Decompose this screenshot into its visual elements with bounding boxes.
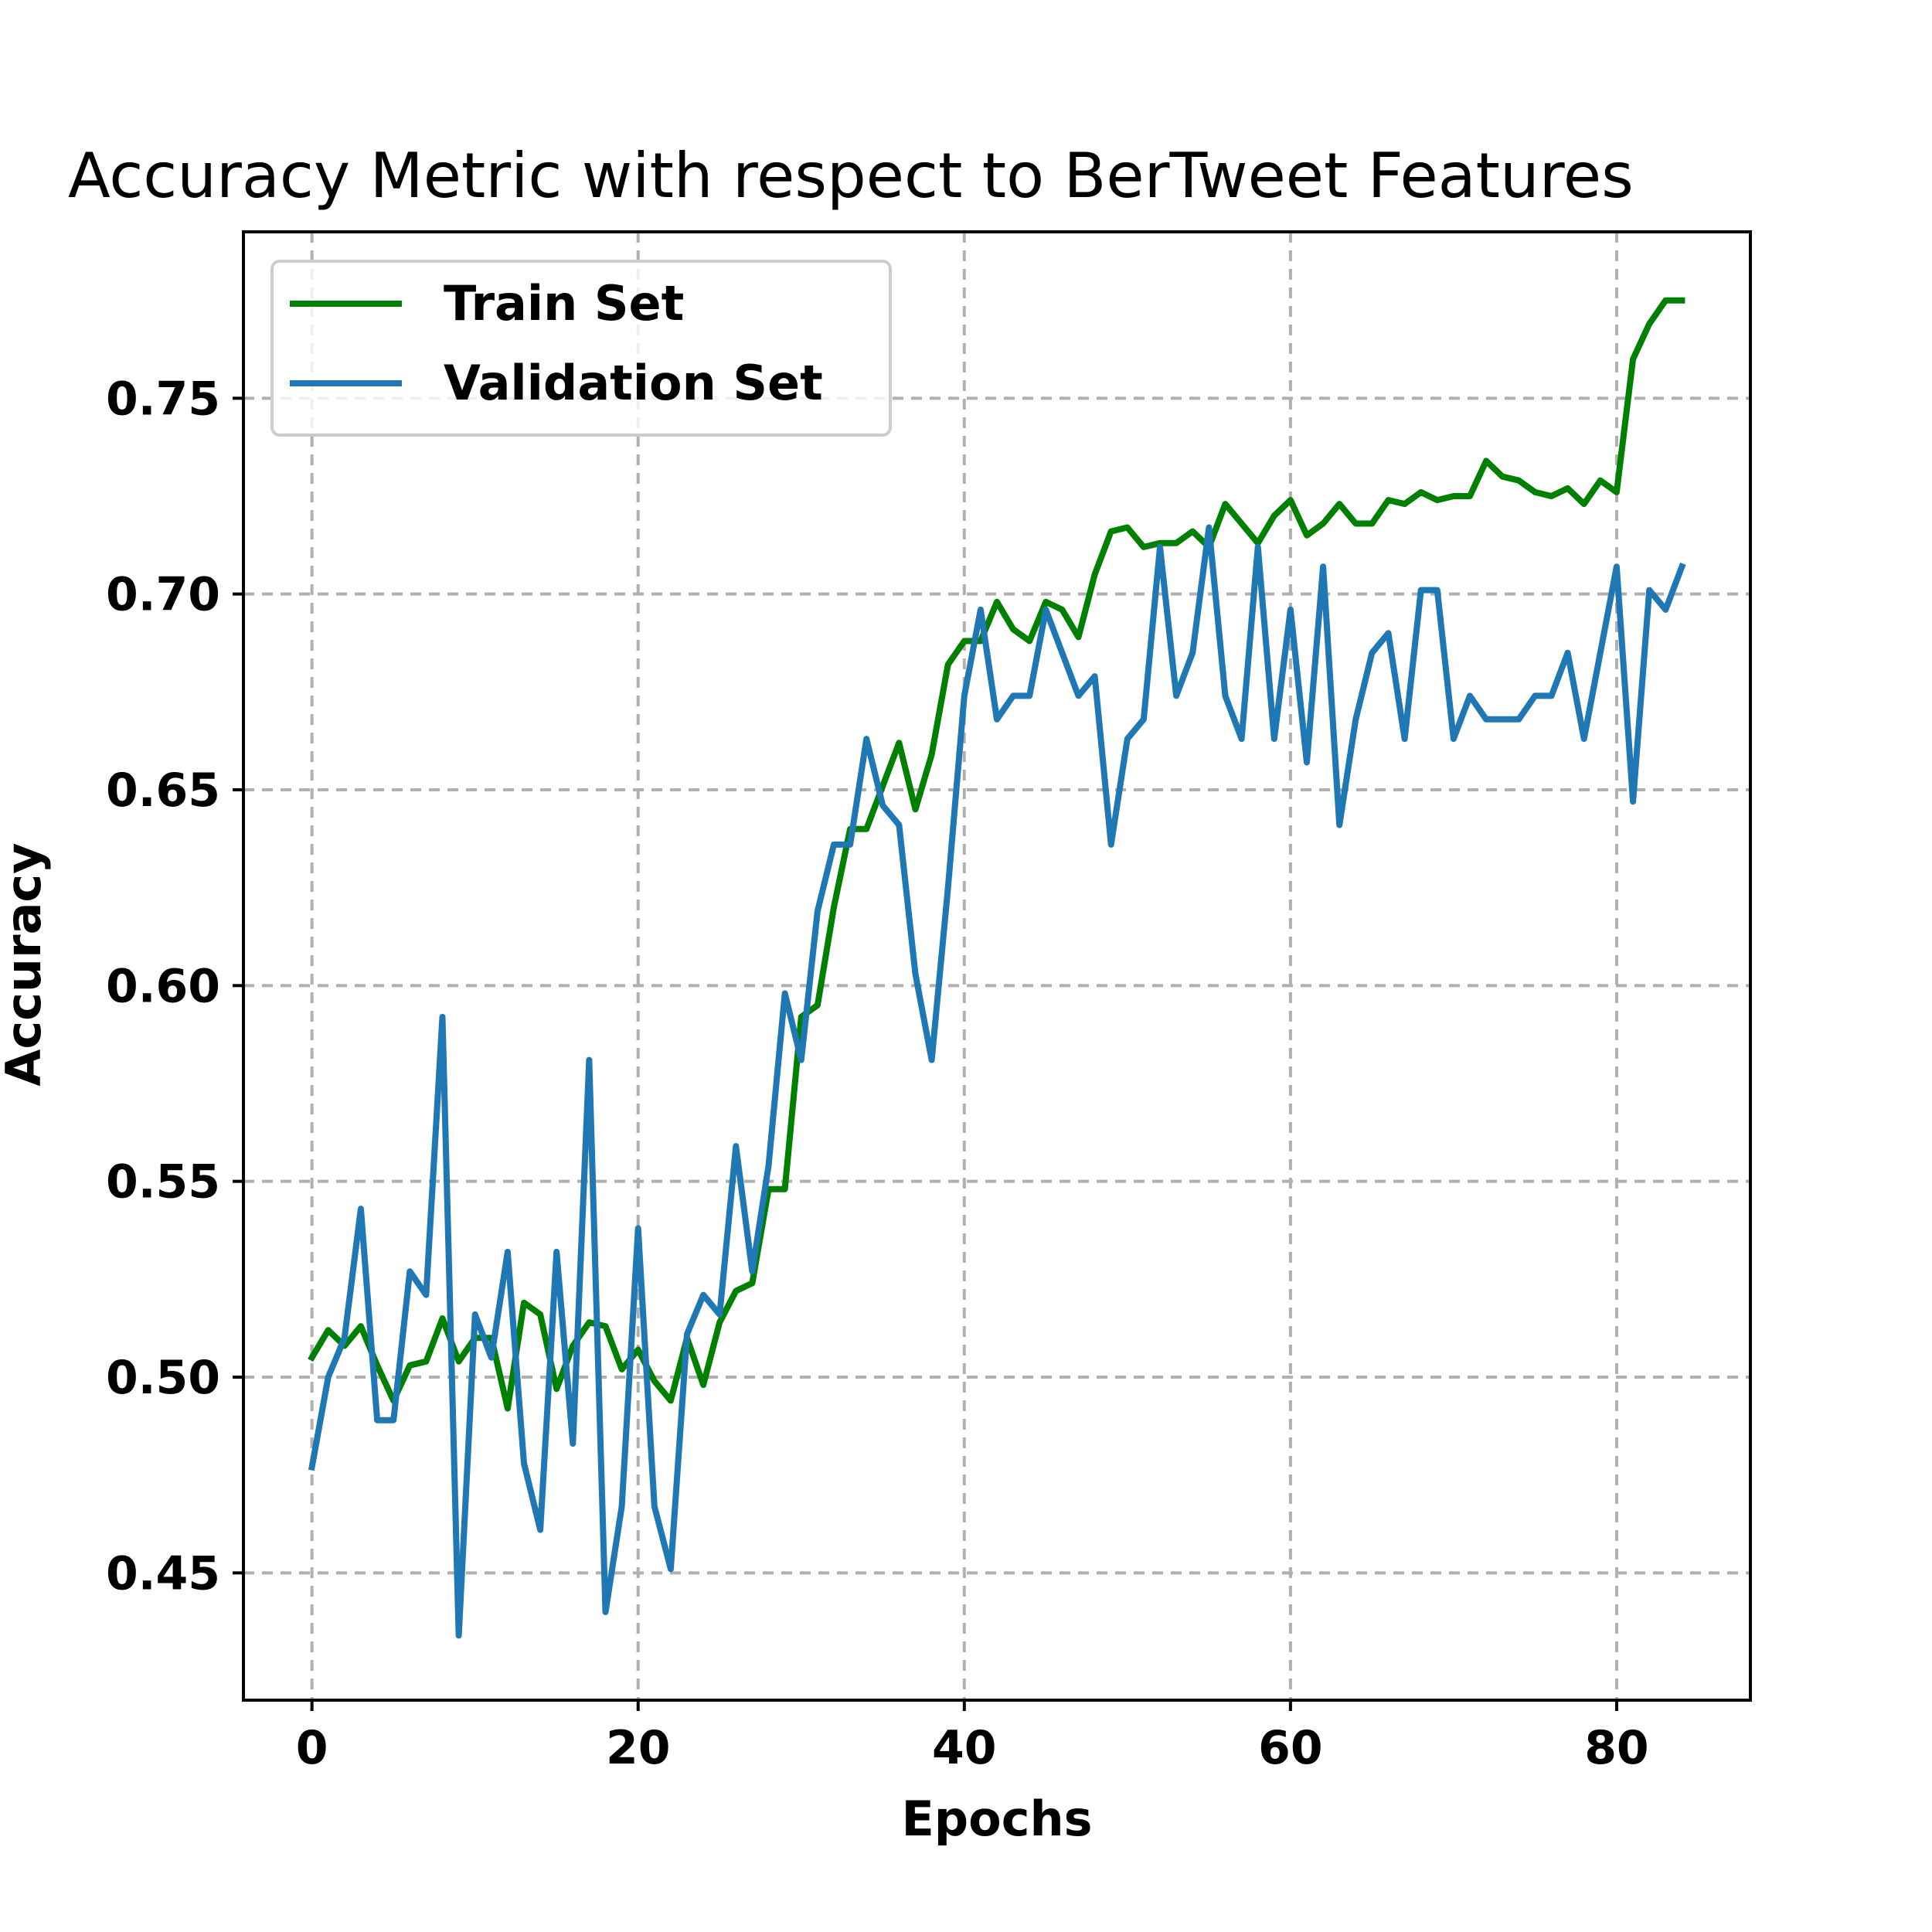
plot-frame: [242, 230, 1752, 1702]
y-tick-label: 0.75: [106, 372, 220, 426]
validation-set-line: [308, 524, 1686, 1639]
x-tick-label: 60: [1258, 1721, 1323, 1775]
train-set-line: [308, 297, 1685, 1412]
x-axis-ticks: 0 20 40 60 80: [296, 1700, 1649, 1775]
x-tick-label: 80: [1584, 1721, 1649, 1775]
y-axis-label: Accuracy: [0, 842, 52, 1086]
legend-train-label: Train Set: [444, 275, 684, 332]
y-tick-label: 0.55: [106, 1155, 220, 1209]
x-tick-label: 20: [606, 1721, 671, 1775]
legend-box: [270, 260, 892, 437]
x-tick-label: 40: [932, 1721, 997, 1775]
x-tick-label: 0: [296, 1721, 328, 1775]
y-tick-label: 0.50: [106, 1351, 220, 1405]
y-tick-label: 0.45: [106, 1546, 220, 1600]
y-axis-ticks: 0.45 0.50 0.55 0.60 0.65 0.70 0.75: [106, 372, 243, 1600]
chart-title: Accuracy Metric with respect to BerTweet…: [68, 140, 1634, 212]
legend: Train Set Validation Set: [270, 260, 892, 437]
x-axis-label: Epochs: [901, 1791, 1092, 1847]
y-tick-label: 0.60: [106, 959, 220, 1013]
series-lines: [308, 297, 1686, 1639]
legend-validation-label: Validation Set: [444, 355, 823, 411]
y-tick-label: 0.65: [106, 764, 220, 818]
y-tick-label: 0.70: [106, 568, 220, 622]
